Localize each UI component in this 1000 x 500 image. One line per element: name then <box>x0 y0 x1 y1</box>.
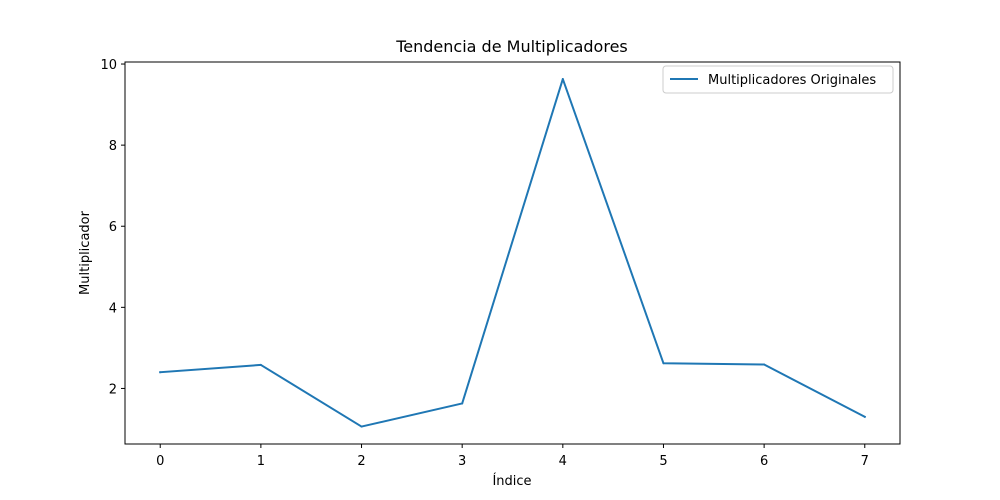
y-tick-label: 6 <box>109 220 117 235</box>
x-axis-ticks: 0 1 2 3 4 5 6 7 <box>156 444 869 469</box>
data-point <box>863 415 866 418</box>
y-tick-label: 4 <box>109 301 117 316</box>
series-layer <box>159 78 867 428</box>
y-axis-ticks: 2 4 6 8 10 <box>100 58 125 397</box>
legend: Multiplicadores Originales <box>662 65 894 94</box>
data-point <box>259 363 262 366</box>
data-point <box>360 425 363 428</box>
x-tick-label: 3 <box>458 454 466 469</box>
x-tick-label: 1 <box>257 454 265 469</box>
x-tick-label: 5 <box>659 454 667 469</box>
plot-area-frame <box>124 61 901 445</box>
x-tick-label: 6 <box>760 454 768 469</box>
y-tick-label: 8 <box>109 139 117 154</box>
data-point <box>763 363 766 366</box>
x-tick-label: 4 <box>559 454 567 469</box>
x-tick-label: 0 <box>156 454 164 469</box>
legend-label: Multiplicadores Originales <box>708 73 876 88</box>
x-tick-label: 7 <box>861 454 869 469</box>
series-line <box>159 78 867 428</box>
legend-box <box>662 65 894 94</box>
data-point <box>561 78 564 81</box>
y-tick-label: 2 <box>109 382 117 397</box>
x-tick-label: 2 <box>357 454 365 469</box>
data-point <box>159 371 162 374</box>
x-axis-label: Índice <box>492 473 531 489</box>
data-point <box>662 362 665 365</box>
y-axis-label: Multiplicador <box>78 210 93 295</box>
chart-title: Tendencia de Multiplicadores <box>395 37 628 56</box>
y-tick-label: 10 <box>100 58 117 73</box>
data-point <box>461 402 464 405</box>
